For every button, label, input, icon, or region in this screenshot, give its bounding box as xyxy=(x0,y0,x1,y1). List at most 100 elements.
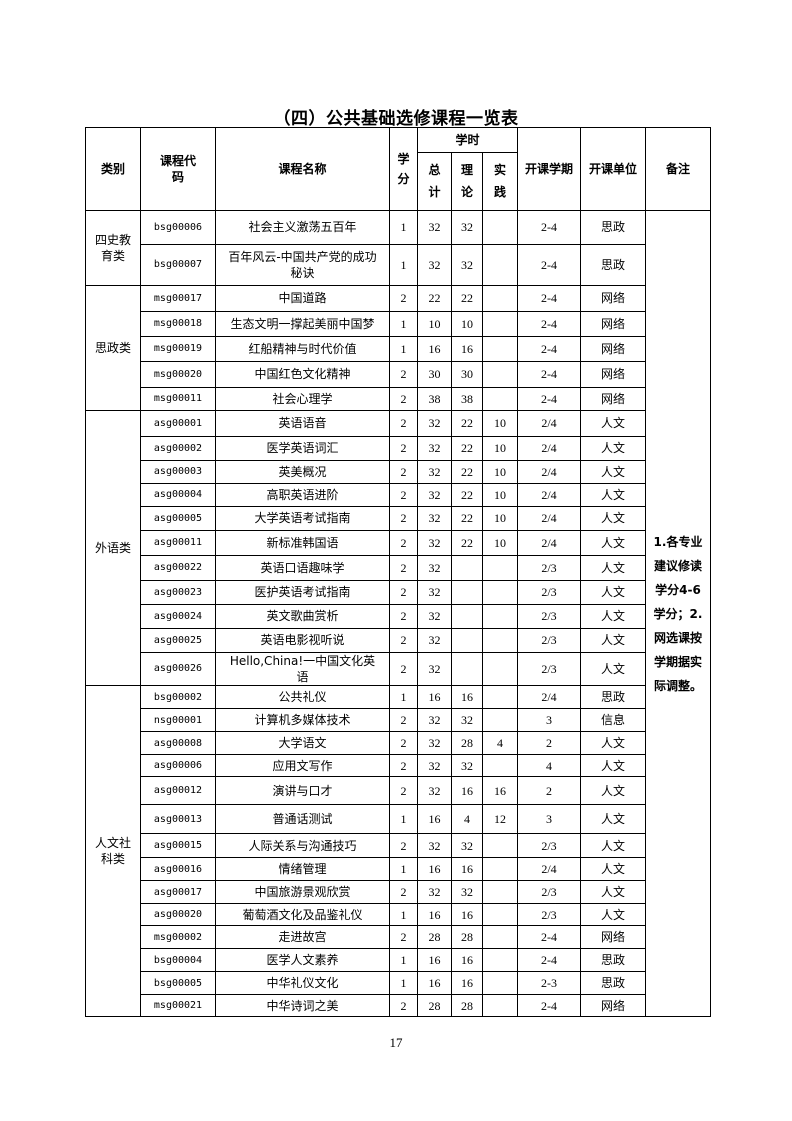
total-cell: 32 xyxy=(417,506,452,531)
theory-cell xyxy=(451,651,483,687)
semester-cell: 4 xyxy=(517,754,581,778)
unit-cell: 人文 xyxy=(580,833,646,859)
theory-cell xyxy=(451,604,483,629)
table-row: bsg00007 百年风云-中国共产党的成功秘诀 1 32 32 2-4 思政 xyxy=(86,244,711,286)
credits-cell: 2 xyxy=(389,460,418,484)
header-credits: 学分 xyxy=(389,127,418,211)
theory-cell: 32 xyxy=(451,880,483,905)
category-cell: 四史教育类 xyxy=(85,210,141,286)
practice-cell: 10 xyxy=(482,410,518,437)
code-cell: bsg00007 xyxy=(140,244,216,286)
unit-cell: 人文 xyxy=(580,460,646,484)
table-row: asg00024 英文歌曲赏析 2 32 2/3 人文 xyxy=(86,604,711,629)
practice-cell xyxy=(482,285,518,312)
semester-cell: 2-4 xyxy=(517,361,581,388)
semester-cell: 3 xyxy=(517,804,581,835)
name-cell: 中华礼仪文化 xyxy=(215,971,390,996)
practice-cell: 10 xyxy=(482,460,518,484)
name-cell: 社会心理学 xyxy=(215,387,390,411)
credits-cell: 2 xyxy=(389,708,418,733)
total-cell: 16 xyxy=(417,804,452,835)
total-cell: 16 xyxy=(417,948,452,973)
credits-cell: 1 xyxy=(389,948,418,973)
code-cell: asg00020 xyxy=(140,903,216,927)
total-cell: 32 xyxy=(417,708,452,733)
credits-cell: 2 xyxy=(389,555,418,581)
practice-cell: 16 xyxy=(482,776,518,806)
practice-cell xyxy=(482,903,518,927)
credits-cell: 1 xyxy=(389,971,418,996)
semester-cell: 2/3 xyxy=(517,580,581,605)
theory-cell: 16 xyxy=(451,336,483,362)
semester-cell: 2/4 xyxy=(517,460,581,484)
code-cell: asg00024 xyxy=(140,604,216,629)
theory-cell xyxy=(451,580,483,605)
total-cell: 32 xyxy=(417,580,452,605)
semester-cell: 2-4 xyxy=(517,948,581,973)
total-cell: 32 xyxy=(417,555,452,581)
remarks-cell: 1.各专业建议修读学分4-6学分；2.网选课按学期据实际调整。 xyxy=(645,209,711,1018)
name-cell: 演讲与口才 xyxy=(215,776,390,806)
theory-cell: 16 xyxy=(451,685,483,710)
unit-cell: 人文 xyxy=(580,754,646,778)
name-cell: 社会主义激荡五百年 xyxy=(215,210,390,245)
credits-cell: 2 xyxy=(389,506,418,531)
practice-cell xyxy=(482,628,518,653)
theory-cell xyxy=(451,555,483,581)
unit-cell: 人文 xyxy=(580,555,646,581)
unit-cell: 思政 xyxy=(580,244,646,286)
semester-cell: 2/4 xyxy=(517,483,581,507)
code-cell: asg00005 xyxy=(140,506,216,531)
theory-cell: 22 xyxy=(451,410,483,437)
code-cell: msg00017 xyxy=(140,285,216,312)
code-cell: msg00018 xyxy=(140,311,216,337)
unit-cell: 思政 xyxy=(580,971,646,996)
table-row: asg00022 英语口语趣味学 2 32 2/3 人文 xyxy=(86,555,711,581)
semester-cell: 2/4 xyxy=(517,530,581,556)
practice-cell xyxy=(482,604,518,629)
theory-cell: 28 xyxy=(451,925,483,950)
practice-cell xyxy=(482,580,518,605)
semester-cell: 2 xyxy=(517,776,581,806)
theory-cell: 16 xyxy=(451,903,483,927)
page-title: （四）公共基础选修课程一览表 xyxy=(273,109,519,129)
practice-cell: 10 xyxy=(482,506,518,531)
name-cell: 普通话测试 xyxy=(215,804,390,835)
unit-cell: 人文 xyxy=(580,857,646,882)
credits-cell: 1 xyxy=(389,857,418,882)
code-cell: asg00001 xyxy=(140,410,216,437)
table-row: 外语类 asg00001 英语语音 2 32 22 10 2/4 人文 xyxy=(85,409,711,687)
name-cell: 走进故宫 xyxy=(215,925,390,950)
table-row: asg00006 应用文写作 2 32 32 4 人文 xyxy=(86,754,711,778)
header-semester: 开课学期 xyxy=(517,127,581,211)
table-row: asg00013 普通话测试 1 16 4 12 3 人文 xyxy=(86,804,711,835)
course-table: 类别 课程代码 课程名称 学分 学时 开课学期 开课单位 备注 总计 理论 实践… xyxy=(85,127,711,1018)
semester-cell: 3 xyxy=(517,708,581,733)
practice-cell xyxy=(482,311,518,337)
code-cell: asg00025 xyxy=(140,628,216,653)
practice-cell xyxy=(482,555,518,581)
semester-cell: 2/3 xyxy=(517,880,581,905)
table-row: asg00004 高职英语进阶 2 32 22 10 2/4 人文 xyxy=(86,483,711,507)
name-cell: 葡萄酒文化及品鉴礼仪 xyxy=(215,903,390,927)
total-cell: 16 xyxy=(417,903,452,927)
table-row: asg00023 医护英语考试指南 2 32 2/3 人文 xyxy=(86,580,711,605)
semester-cell: 2-4 xyxy=(517,925,581,950)
name-cell: 中华诗词之美 xyxy=(215,994,390,1018)
table-row: 四史教育类 bsg00006 社会主义激荡五百年 1 32 32 2-4 思政 1.各专业建议修… xyxy=(85,209,711,1018)
unit-cell: 思政 xyxy=(580,948,646,973)
total-cell: 22 xyxy=(417,285,452,312)
table-row: msg00002 走进故宫 2 28 28 2-4 网络 xyxy=(86,925,711,950)
header-hours-practice: 实践 xyxy=(482,152,518,211)
header-code: 课程代码 xyxy=(140,127,216,211)
theory-cell: 22 xyxy=(451,483,483,507)
total-cell: 30 xyxy=(417,361,452,388)
name-cell: Hello,China!一中国文化英语 xyxy=(215,651,390,687)
code-cell: asg00017 xyxy=(140,880,216,905)
theory-cell: 38 xyxy=(451,387,483,411)
code-cell: asg00015 xyxy=(140,833,216,859)
total-cell: 16 xyxy=(417,685,452,710)
practice-cell xyxy=(482,880,518,905)
practice-cell xyxy=(482,754,518,778)
total-cell: 32 xyxy=(417,530,452,556)
